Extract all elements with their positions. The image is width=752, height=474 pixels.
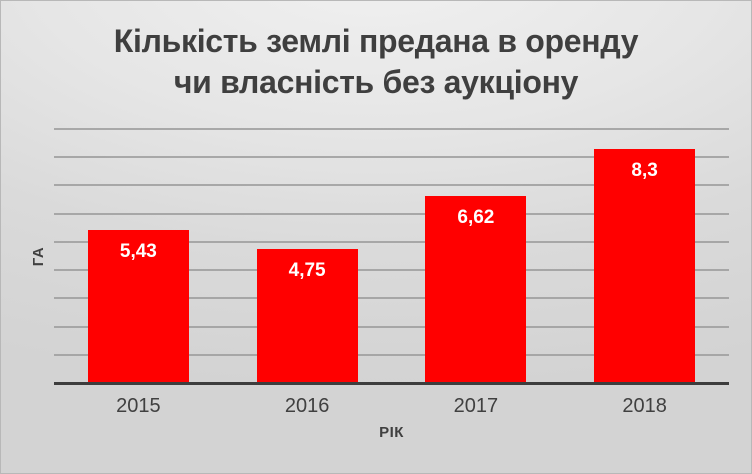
gridline-6 — [54, 212, 729, 215]
gridline-3 — [54, 297, 729, 300]
plot-area: 5,43 4,75 6,62 8,3 — [54, 128, 729, 385]
gridline-7 — [54, 184, 729, 187]
gridline-4 — [54, 269, 729, 272]
y-axis-title-text: ГА — [30, 246, 48, 266]
bar-value-label-2016: 4,75 — [288, 259, 326, 281]
bar-slot-2016: 4,75 — [223, 129, 392, 383]
gridline-2 — [54, 325, 729, 328]
chart-title: Кількість землі предана в оренду чи влас… — [1, 21, 751, 103]
x-tick-label-2017: 2017 — [453, 395, 499, 417]
x-tick-label-2015: 2015 — [116, 395, 161, 417]
gridline-9 — [54, 128, 729, 130]
chart-title-line-2: чи власність без аукціону — [173, 64, 579, 100]
bar-2016: 4,75 — [256, 248, 358, 383]
bar-value-label-2018: 8,3 — [631, 159, 658, 181]
chart-title-line-1: Кількість землі предана в оренду — [113, 23, 639, 59]
x-tick-label-2018: 2018 — [622, 395, 667, 417]
gridline-8 — [54, 156, 729, 159]
bar-2017: 6,62 — [425, 196, 527, 383]
bar-2018: 8,3 — [594, 148, 696, 383]
bars: 5,43 4,75 6,62 8,3 — [54, 129, 729, 383]
bar-value-label-2015: 5,43 — [119, 240, 157, 262]
x-axis-title: РІК — [379, 424, 404, 441]
x-axis-line — [54, 382, 729, 385]
bar-2015: 5,43 — [87, 229, 189, 383]
x-tick-label-2016: 2016 — [284, 395, 330, 417]
gridline-5 — [54, 240, 729, 243]
bar-slot-2018: 8,3 — [560, 129, 729, 383]
gridline-1 — [54, 353, 729, 356]
bar-value-label-2017: 6,62 — [457, 207, 495, 229]
y-axis-title: ГА — [19, 129, 59, 383]
x-axis-labels: 2015 2016 2017 2018 — [54, 395, 729, 418]
bar-slot-2015: 5,43 — [54, 129, 223, 383]
bar-slot-2017: 6,62 — [392, 129, 561, 383]
